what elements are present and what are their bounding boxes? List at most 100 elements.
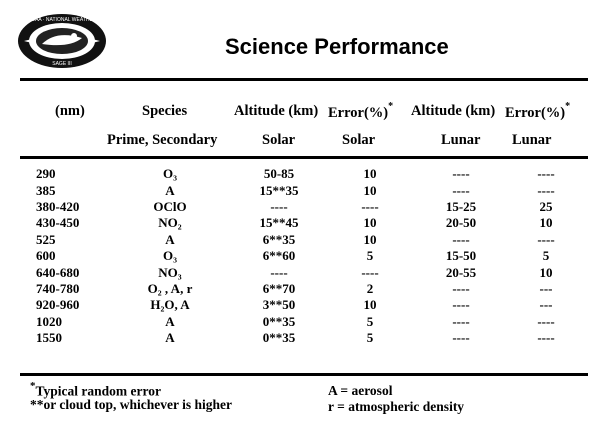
header-species: Species [142, 103, 188, 119]
cell-wavelength: 740-780 [36, 280, 80, 296]
cell-altitude-solar: 50-85 [263, 166, 295, 182]
cell-error-lunar: ---- [537, 231, 555, 247]
cell-error-solar: 5 [366, 248, 374, 264]
table-row: 525 A 6**35 10 ---- ---- [36, 232, 576, 248]
title-divider [20, 78, 588, 81]
cell-error-solar: ---- [361, 264, 379, 280]
cell-error-lunar: 25 [539, 198, 553, 214]
cell-wavelength: 1550 [36, 330, 62, 346]
header-altitude-solar-sub: Solar [262, 132, 296, 148]
cell-wavelength: 525 [36, 231, 56, 247]
cell-error-solar: 10 [363, 215, 377, 231]
cell-altitude-solar: 3**50 [262, 297, 296, 313]
logo-ring-top: NOAA · NATIONAL WEATHER [28, 17, 97, 23]
cell-error-lunar: 10 [539, 264, 553, 280]
cell-altitude-lunar: 15-25 [445, 198, 477, 214]
cell-error-solar: 5 [366, 330, 374, 346]
cell-error-lunar: 10 [539, 215, 553, 231]
cell-species: NO₂ [158, 215, 182, 231]
cell-altitude-solar: 15**35 [259, 182, 299, 198]
table-row: 385 A 15**35 10 ---- ---- [36, 182, 576, 198]
cell-wavelength: 920-960 [36, 297, 80, 313]
cell-altitude-lunar: ---- [452, 231, 470, 247]
cell-species: O₂ , A, r [147, 280, 193, 296]
cell-error-solar: 10 [363, 231, 377, 247]
cell-species: O₃ [162, 166, 177, 182]
cell-error-lunar: --- [539, 297, 553, 313]
table-row: 290 O₃ 50-85 10 ---- ---- [36, 166, 576, 182]
header-error-lunar-sub: Lunar [512, 132, 552, 148]
cell-altitude-lunar: ---- [452, 313, 470, 329]
cell-wavelength: 640-680 [36, 264, 80, 280]
cell-species: NO₃ [158, 264, 182, 280]
cell-altitude-solar: ---- [270, 198, 288, 214]
table-row: 380-420 OClO ---- ---- 15-25 25 [36, 199, 576, 215]
table-row: 600 O₃ 6**60 5 15-50 5 [36, 248, 576, 264]
cell-altitude-solar: 6**70 [262, 280, 296, 296]
header-divider [20, 156, 588, 159]
header-wavelength: (nm) [55, 103, 85, 119]
cell-species: O₃ [162, 248, 177, 264]
header-altitude-lunar: Altitude (km) [411, 103, 496, 119]
cell-wavelength: 1020 [36, 313, 62, 329]
cell-altitude-solar: 6**60 [262, 248, 296, 264]
footnote-star: * [30, 380, 36, 392]
cell-wavelength: 600 [36, 248, 56, 264]
cell-error-solar: 10 [363, 297, 377, 313]
cell-error-lunar: ---- [537, 330, 555, 346]
cell-error-lunar: 5 [542, 248, 550, 264]
table-row: 1020 A 0**35 5 ---- ---- [36, 314, 576, 330]
cell-species: OClO [153, 198, 187, 214]
cell-altitude-solar: 0**35 [262, 330, 296, 346]
footnote-cloud-top: **or cloud top, whichever is higher [30, 397, 233, 412]
performance-table-body: 290 O₃ 50-85 10 ---- ---- 385 A 15**35 10 ---- ----… [36, 166, 576, 346]
cell-altitude-solar: 6**35 [262, 231, 296, 247]
error-footnote-mark: * [565, 101, 571, 112]
cell-altitude-solar: 0**35 [262, 313, 296, 329]
cell-error-solar: ---- [361, 198, 379, 214]
cell-error-lunar: ---- [537, 313, 555, 329]
cell-altitude-lunar: ---- [452, 297, 470, 313]
header-error-solar: Error(%)* [328, 101, 394, 121]
logo-ring-bottom: SAGE III [52, 61, 71, 67]
cell-species: H₂O, A [150, 297, 190, 313]
legend-aerosol: A = aerosol [328, 383, 393, 398]
cell-species: A [165, 330, 175, 346]
cell-wavelength: 290 [36, 166, 56, 182]
cell-wavelength: 430-450 [36, 215, 80, 231]
header-species-sub: Prime, Secondary [107, 132, 218, 148]
cell-species: A [165, 231, 175, 247]
cell-altitude-lunar: 15-50 [445, 248, 477, 264]
page-title: Science Performance [225, 34, 449, 59]
cell-altitude-lunar: ---- [452, 182, 470, 198]
cell-wavelength: 380-420 [36, 198, 80, 214]
cell-wavelength: 385 [36, 182, 56, 198]
cell-altitude-lunar: 20-55 [445, 264, 477, 280]
performance-table: 290 O₃ 50-85 10 ---- ---- 385 A 15**35 10 ---- ----… [36, 166, 576, 346]
cell-error-lunar: --- [539, 280, 553, 296]
cell-error-solar: 10 [363, 182, 377, 198]
cell-error-solar: 2 [366, 280, 374, 296]
cell-species: A [165, 313, 175, 329]
header-altitude-lunar-sub: Lunar [441, 132, 481, 148]
cell-error-lunar: ---- [537, 182, 555, 198]
header-error-lunar: Error(%)* [505, 101, 571, 121]
footer-divider [20, 373, 588, 376]
footnote-random-error: *Typical random error [30, 380, 161, 399]
table-row: 1550 A 0**35 5 ---- ---- [36, 330, 576, 346]
cell-altitude-lunar: ---- [452, 330, 470, 346]
cell-altitude-lunar: ---- [452, 280, 470, 296]
error-footnote-mark: * [388, 101, 394, 112]
cell-error-solar: 5 [366, 313, 374, 329]
table-row: 430-450 NO₂ 15**45 10 20-50 10 [36, 215, 576, 231]
table-row: 640-680 NO₃ ---- ---- 20-55 10 [36, 264, 576, 280]
table-row: 740-780 O₂ , A, r 6**70 2 ---- --- [36, 281, 576, 297]
header-error-solar-sub: Solar [342, 132, 376, 148]
cell-species: A [165, 182, 175, 198]
header-altitude-solar: Altitude (km) [234, 103, 319, 119]
cell-altitude-lunar: ---- [452, 166, 470, 182]
table-row: 920-960 H₂O, A 3**50 10 ---- --- [36, 297, 576, 313]
cell-altitude-solar: 15**45 [259, 215, 299, 231]
cell-altitude-solar: ---- [270, 264, 288, 280]
